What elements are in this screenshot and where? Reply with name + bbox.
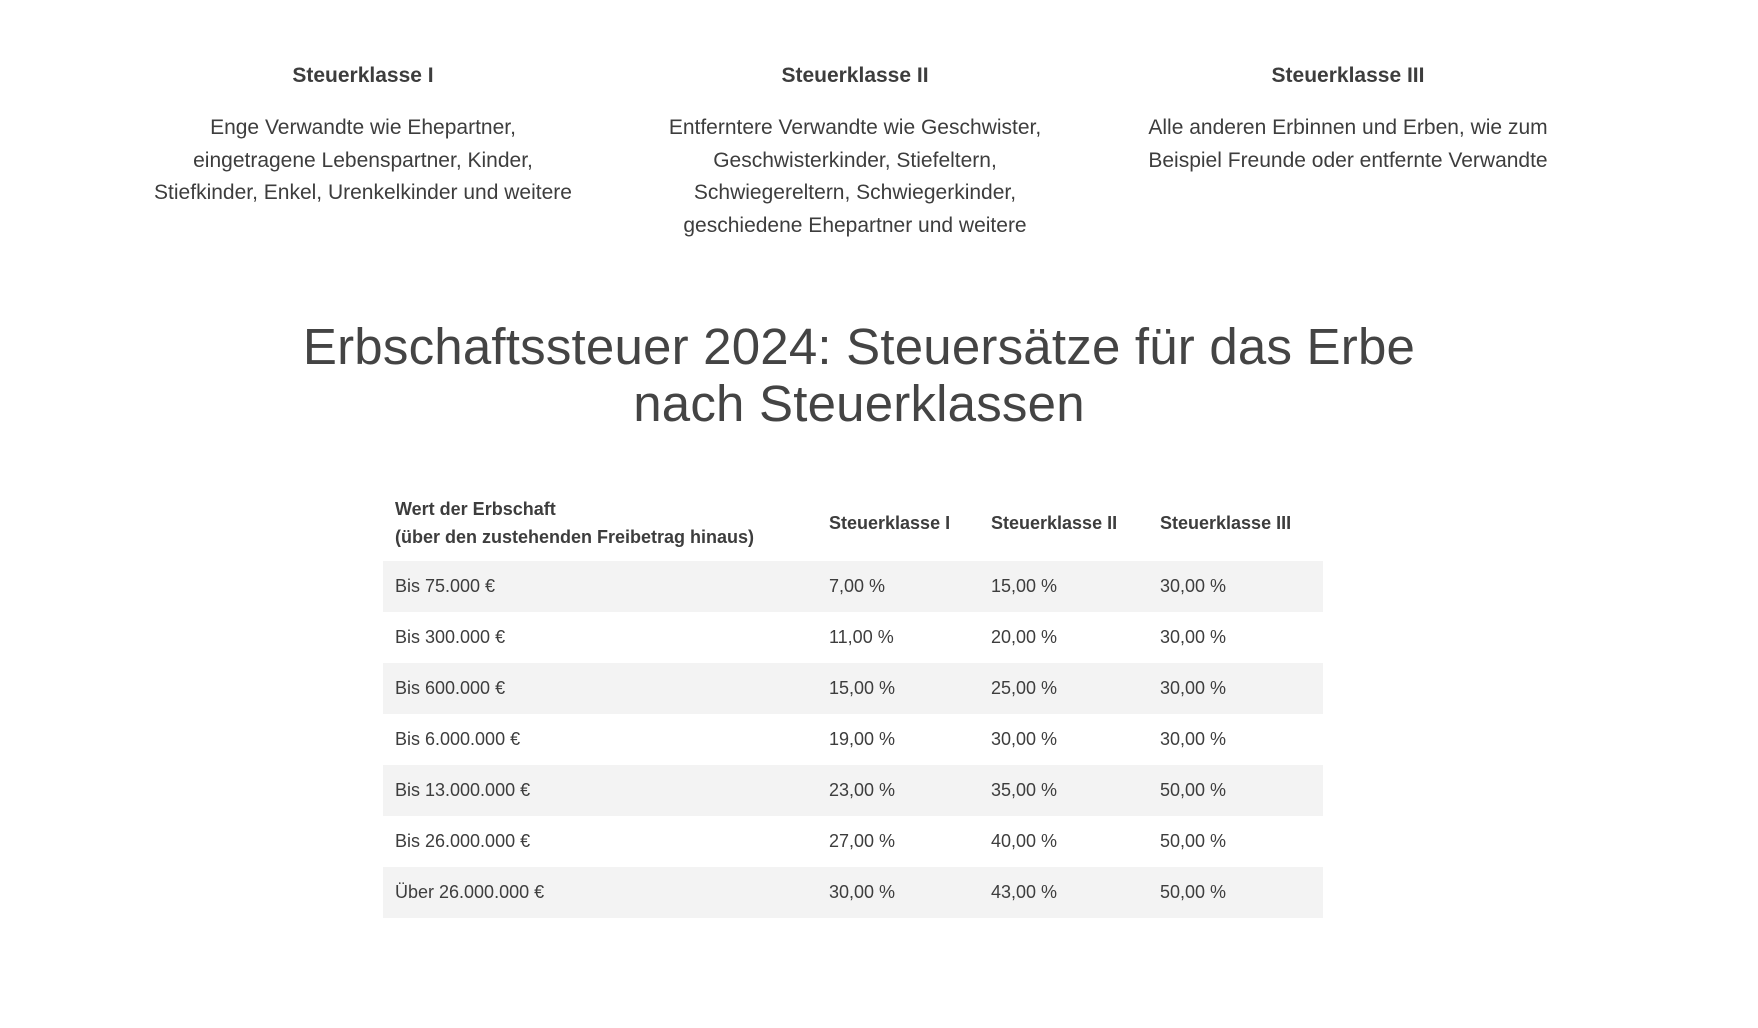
tax-class-3-desc-line: Alle anderen Erbinnen und Erben, wie zum	[1148, 116, 1548, 139]
tax-class-1-desc-line: Stiefkinder, Enkel, Urenkelkinder und we…	[154, 181, 572, 204]
cell-steuerklasse-1: 19,00 %	[829, 729, 896, 749]
cell-steuerklasse-3: 50,00 %	[1160, 831, 1227, 851]
cell-wert: Bis 13.000.000 €	[383, 765, 817, 816]
page-heading: Erbschaftssteuer 2024: Steuersätze für d…	[0, 318, 1718, 432]
cell-steuerklasse-2: 35,00 %	[979, 765, 1148, 816]
tax-class-3-desc-line: Beispiel Freunde oder entfernte Verwandt…	[1148, 148, 1548, 172]
tax-class-2-desc-line: Geschwisterkinder, Stiefeltern,	[713, 148, 997, 172]
table-row: Bis 75.000 € 7,00 % 15,00 % 30,00 %	[383, 561, 1323, 612]
page-heading-line-2: nach Steuerklassen	[633, 375, 1085, 432]
tax-class-2-desc-line: geschiedene Ehepartner und weitere	[683, 213, 1027, 237]
cell-steuerklasse-3: 50,00 %	[1148, 867, 1323, 918]
tax-class-2-desc-line: Schwiegereltern, Schwiegerkinder,	[693, 181, 1017, 204]
tax-class-1-title: Steuerklasse I	[292, 64, 434, 87]
cell-steuerklasse-3: 30,00 %	[1160, 729, 1227, 749]
tax-class-1-desc-line: Enge Verwandte wie Ehepartner,	[210, 116, 516, 139]
cell-wert: Über 26.000.000 €	[383, 867, 817, 918]
cell-steuerklasse-1: 23,00 %	[817, 765, 979, 816]
cell-steuerklasse-1: 7,00 %	[817, 561, 979, 612]
cell-steuerklasse-1: 15,00 %	[817, 663, 979, 714]
cell-steuerklasse-2: 43,00 %	[979, 867, 1148, 918]
tax-class-2-title: Steuerklasse II	[781, 64, 929, 87]
table-row: Bis 26.000.000 € 27,00 % 40,00 % 50,00 %	[383, 816, 1323, 867]
cell-steuerklasse-3: 30,00 %	[1148, 561, 1323, 612]
tax-class-1-desc-line: eingetragene Lebenspartner, Kinder,	[193, 148, 533, 172]
header-steuerklasse-1: Steuerklasse I	[829, 513, 951, 533]
table-row: Bis 6.000.000 € 19,00 % 30,00 % 30,00 %	[383, 714, 1323, 765]
header-steuerklasse-2: Steuerklasse II	[991, 513, 1118, 533]
page-heading-line-1: Erbschaftssteuer 2024: Steuersätze für d…	[302, 318, 1416, 375]
cell-steuerklasse-2: 20,00 %	[991, 627, 1058, 647]
tax-class-1-description: Enge Verwandte wie Ehepartner, eingetrag…	[113, 112, 613, 210]
cell-wert: Bis 26.000.000 €	[395, 831, 531, 851]
tax-classes-section: Steuerklasse I Enge Verwandte wie Ehepar…	[0, 60, 1758, 260]
tax-class-2-description: Entferntere Verwandte wie Geschwister, G…	[605, 112, 1105, 242]
cell-steuerklasse-3: 30,00 %	[1160, 627, 1227, 647]
header-wert: Wert der Erbschaft (über den zustehenden…	[383, 485, 817, 561]
tax-class-2-column: Steuerklasse II Entferntere Verwandte wi…	[605, 60, 1105, 242]
cell-steuerklasse-1: 27,00 %	[829, 831, 896, 851]
cell-steuerklasse-3: 50,00 %	[1148, 765, 1323, 816]
table-row: Über 26.000.000 € 30,00 % 43,00 % 50,00 …	[383, 867, 1323, 918]
header-steuerklasse-3: Steuerklasse III	[1160, 513, 1292, 533]
cell-steuerklasse-2: 30,00 %	[991, 729, 1058, 749]
cell-steuerklasse-1: 30,00 %	[817, 867, 979, 918]
cell-steuerklasse-3: 30,00 %	[1148, 663, 1323, 714]
cell-steuerklasse-1: 11,00 %	[829, 627, 894, 647]
cell-wert: Bis 600.000 €	[383, 663, 817, 714]
tax-rate-table: Wert der Erbschaft (über den zustehenden…	[383, 485, 1323, 918]
header-wert-line-1: Wert der Erbschaft	[395, 499, 556, 519]
cell-wert: Bis 300.000 €	[395, 627, 506, 647]
tax-class-3-title: Steuerklasse III	[1271, 64, 1425, 87]
tax-class-2-desc-line: Entferntere Verwandte wie Geschwister,	[668, 116, 1042, 139]
cell-wert: Bis 6.000.000 €	[395, 729, 521, 749]
cell-steuerklasse-2: 25,00 %	[979, 663, 1148, 714]
cell-wert: Bis 75.000 €	[383, 561, 817, 612]
cell-steuerklasse-2: 15,00 %	[979, 561, 1148, 612]
tax-class-3-description: Alle anderen Erbinnen und Erben, wie zum…	[1098, 112, 1598, 177]
cell-steuerklasse-2: 40,00 %	[991, 831, 1058, 851]
tax-class-1-column: Steuerklasse I Enge Verwandte wie Ehepar…	[113, 60, 613, 210]
header-wert-line-2: (über den zustehenden Freibetrag hinaus)	[395, 527, 755, 547]
table-row: Bis 13.000.000 € 23,00 % 35,00 % 50,00 %	[383, 765, 1323, 816]
table-row: Bis 300.000 € 11,00 % 20,00 % 30,00 %	[383, 612, 1323, 663]
tax-class-3-column: Steuerklasse III Alle anderen Erbinnen u…	[1098, 60, 1598, 177]
table-row: Bis 600.000 € 15,00 % 25,00 % 30,00 %	[383, 663, 1323, 714]
table-header-row: Wert der Erbschaft (über den zustehenden…	[383, 485, 1323, 561]
